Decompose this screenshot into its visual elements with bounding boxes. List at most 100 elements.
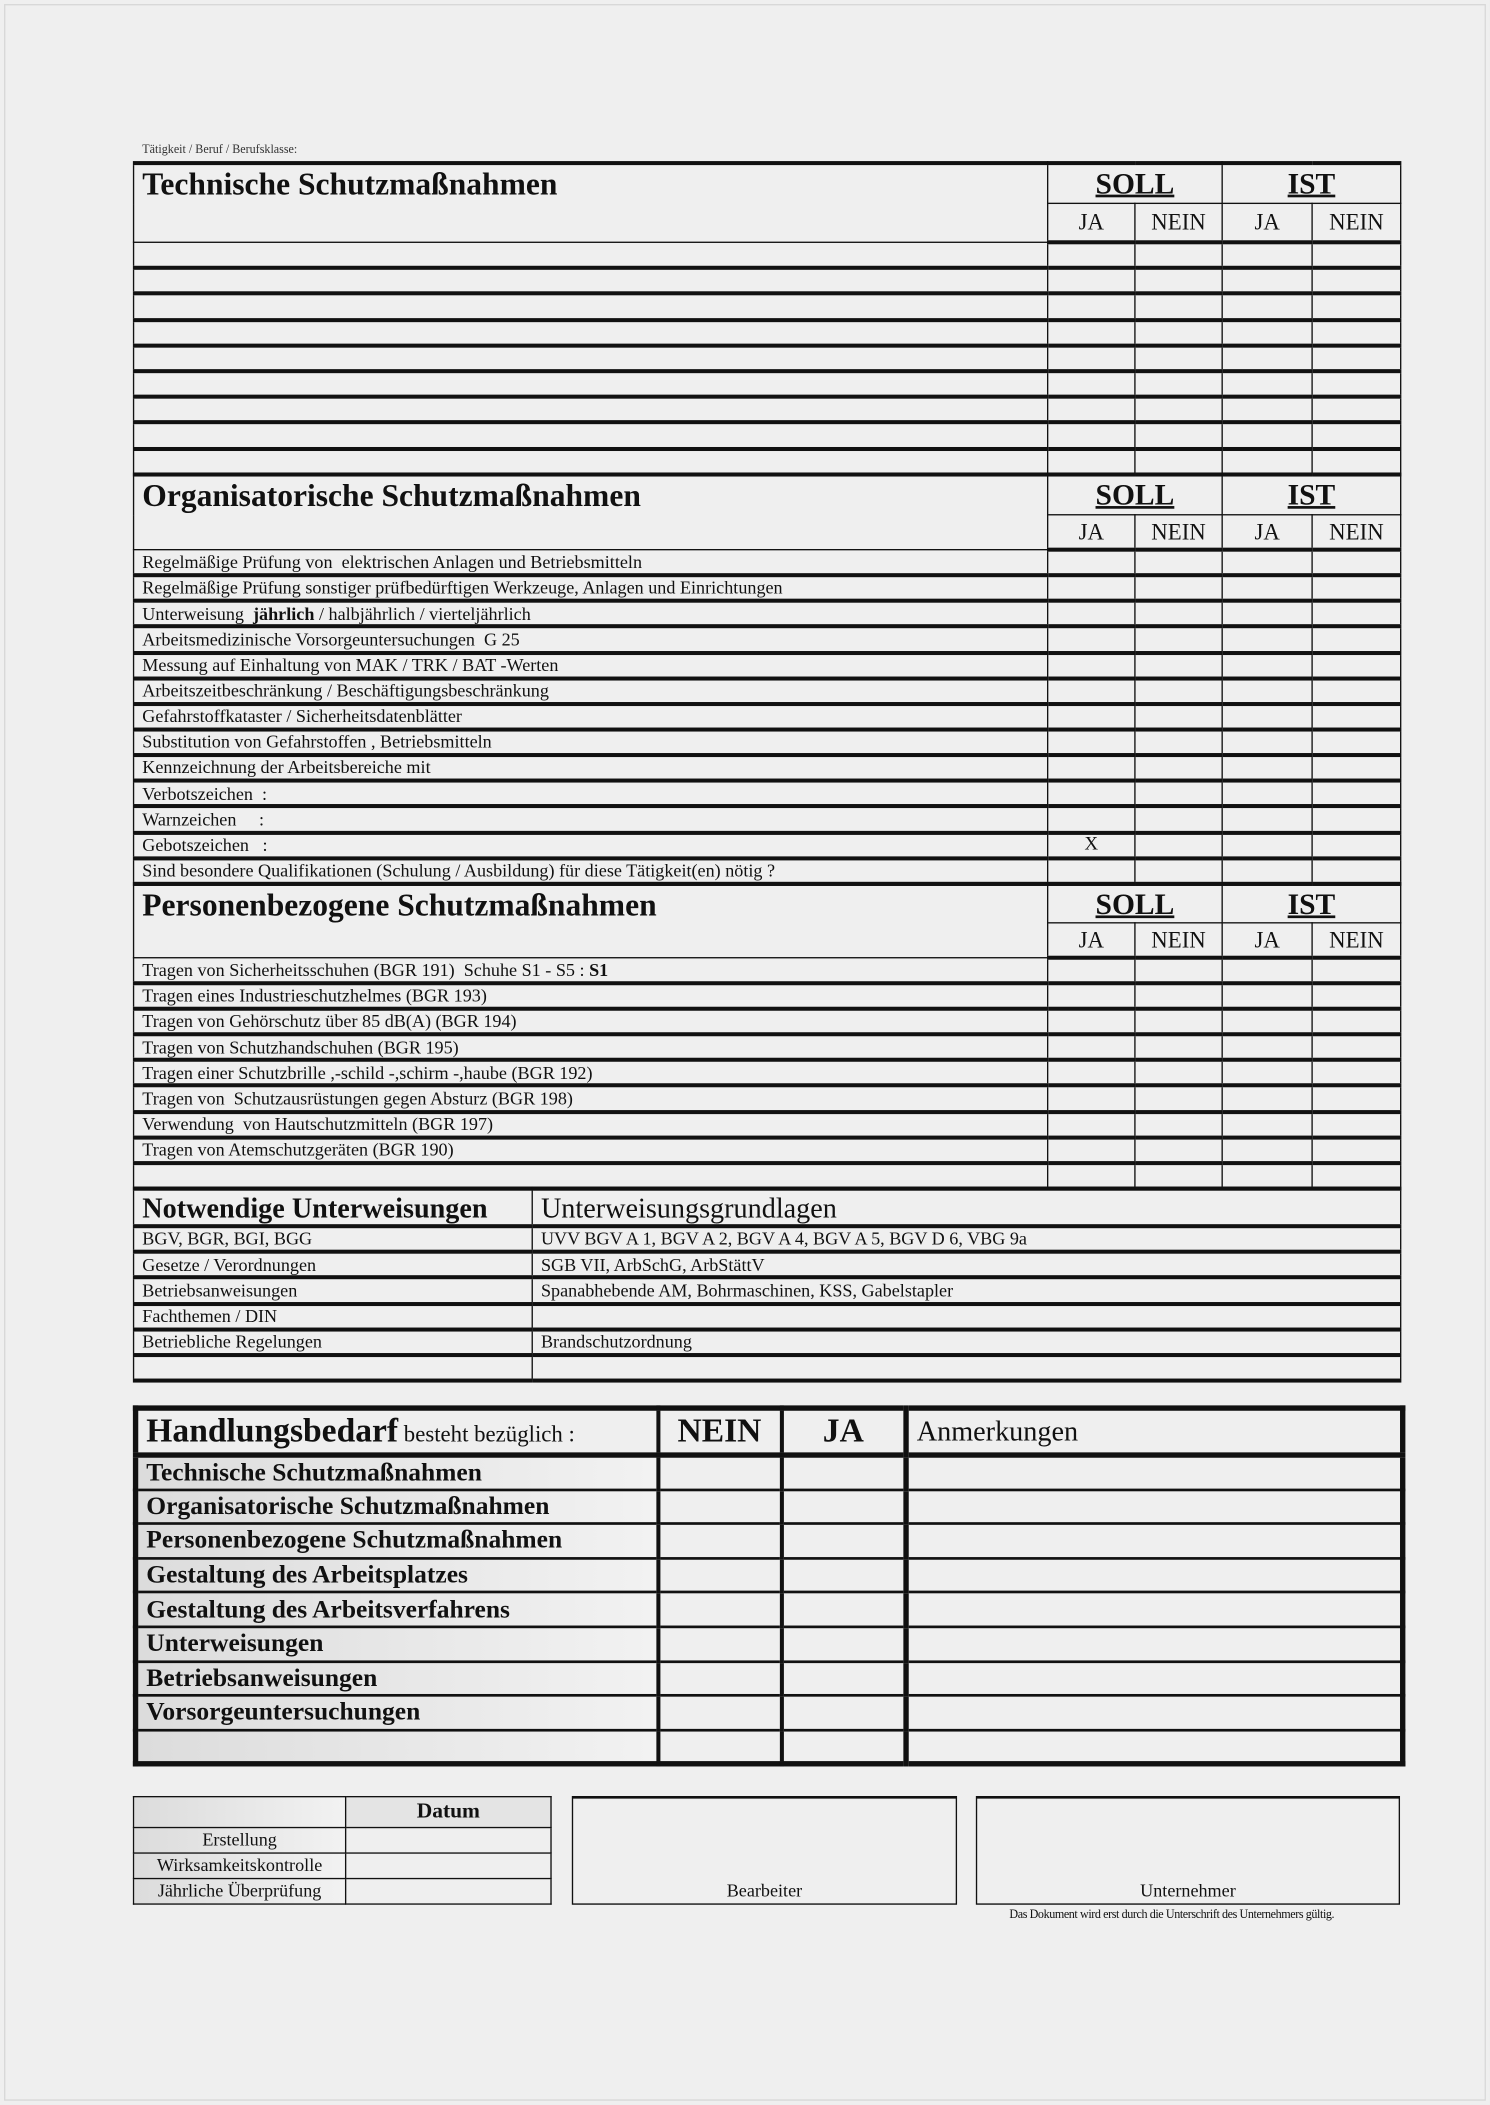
nein-checkbox[interactable] [655,1591,783,1629]
date-field[interactable] [344,1826,552,1854]
instruction-basis[interactable] [531,1354,1402,1383]
ist-ja-checkbox[interactable] [1221,857,1313,886]
ist-ja-checkbox[interactable] [1221,805,1313,835]
ist-ja-checkbox[interactable] [1221,780,1313,809]
ist-ja-checkbox[interactable] [1221,1085,1313,1114]
ist-nein-checkbox[interactable] [1311,574,1402,604]
soll-ja-checkbox[interactable] [1046,1110,1136,1140]
soll-nein-checkbox[interactable] [1134,1136,1223,1165]
measure-field[interactable] [132,318,1049,348]
company-signature-box[interactable]: Unternehmer [975,1795,1401,1905]
ist-nein-checkbox[interactable] [1311,1136,1402,1165]
soll-nein-checkbox[interactable] [1134,241,1223,271]
ja-checkbox[interactable] [779,1591,908,1629]
soll-nein-checkbox[interactable] [1134,574,1223,604]
ist-ja-checkbox[interactable] [1221,574,1313,604]
soll-nein-checkbox[interactable] [1134,370,1223,399]
ist-nein-checkbox[interactable] [1311,754,1402,783]
ja-checkbox[interactable] [779,1728,908,1766]
remarks-field[interactable] [903,1522,1405,1560]
soll-nein-checkbox[interactable] [1134,344,1223,374]
soll-nein-checkbox[interactable] [1134,1085,1223,1114]
soll-nein-checkbox[interactable] [1134,857,1223,886]
measure-field[interactable] [132,396,1049,425]
ist-nein-checkbox[interactable] [1311,728,1402,758]
ist-ja-checkbox[interactable] [1221,293,1313,322]
soll-nein-checkbox[interactable] [1134,318,1223,348]
ja-checkbox[interactable] [779,1659,908,1697]
soll-nein-checkbox[interactable] [1134,831,1223,861]
soll-nein-checkbox[interactable] [1134,626,1223,655]
ist-ja-checkbox[interactable] [1221,1033,1313,1063]
soll-ja-checkbox[interactable] [1046,626,1136,655]
ist-nein-checkbox[interactable] [1311,626,1402,655]
ist-ja-checkbox[interactable] [1221,677,1313,706]
ist-nein-checkbox[interactable] [1311,447,1402,477]
ist-ja-checkbox[interactable] [1221,728,1313,758]
instruction-basis[interactable]: UVV BGV A 1, BGV A 2, BGV A 4, BGV A 5, … [531,1225,1402,1254]
soll-nein-checkbox[interactable] [1134,728,1223,758]
ist-nein-checkbox[interactable] [1311,651,1402,681]
editor-signature-box[interactable]: Bearbeiter [571,1795,958,1905]
ist-nein-checkbox[interactable] [1311,703,1402,732]
soll-nein-checkbox[interactable] [1134,805,1223,835]
ist-ja-checkbox[interactable] [1221,651,1313,681]
measure-field[interactable] [132,370,1049,399]
instruction-basis[interactable]: SGB VII, ArbSchG, ArbStättV [531,1251,1402,1280]
soll-nein-checkbox[interactable] [1134,267,1223,296]
ist-nein-checkbox[interactable] [1311,293,1402,322]
ist-nein-checkbox[interactable] [1311,982,1402,1012]
ist-nein-checkbox[interactable] [1311,548,1402,578]
nein-checkbox[interactable] [655,1453,783,1491]
ist-ja-checkbox[interactable] [1221,703,1313,732]
ist-ja-checkbox[interactable] [1221,982,1313,1012]
ist-nein-checkbox[interactable] [1311,1008,1402,1037]
soll-nein-checkbox[interactable] [1134,780,1223,809]
ja-checkbox[interactable] [779,1694,908,1732]
instruction-basis[interactable] [531,1302,1402,1332]
ist-ja-checkbox[interactable] [1221,344,1313,374]
ist-ja-checkbox[interactable] [1221,318,1313,348]
ist-ja-checkbox[interactable] [1221,754,1313,783]
ist-nein-checkbox[interactable] [1311,957,1402,986]
date-field[interactable] [344,1877,552,1905]
ist-nein-checkbox[interactable] [1311,318,1402,348]
soll-ja-checkbox[interactable] [1046,396,1136,425]
nein-checkbox[interactable] [655,1694,783,1732]
soll-ja-checkbox[interactable] [1046,1085,1136,1114]
remarks-field[interactable] [903,1625,1405,1663]
measure-field[interactable] [132,344,1049,374]
soll-ja-checkbox[interactable] [1046,1059,1136,1088]
ist-ja-checkbox[interactable] [1221,1110,1313,1140]
ist-nein-checkbox[interactable] [1311,1110,1402,1140]
soll-nein-checkbox[interactable] [1134,957,1223,986]
ist-nein-checkbox[interactable] [1311,267,1402,296]
soll-nein-checkbox[interactable] [1134,677,1223,706]
ist-ja-checkbox[interactable] [1221,241,1313,271]
nein-checkbox[interactable] [655,1728,783,1766]
ist-nein-checkbox[interactable] [1311,600,1402,629]
soll-ja-checkbox[interactable] [1046,754,1136,783]
ja-checkbox[interactable] [779,1522,908,1560]
soll-ja-checkbox[interactable] [1046,447,1136,477]
ist-nein-checkbox[interactable] [1311,857,1402,886]
nein-checkbox[interactable] [655,1488,783,1526]
ist-ja-checkbox[interactable] [1221,421,1313,451]
nein-checkbox[interactable] [655,1556,783,1594]
soll-nein-checkbox[interactable] [1134,1033,1223,1063]
soll-ja-checkbox[interactable] [1046,267,1136,296]
soll-ja-checkbox[interactable] [1046,857,1136,886]
nein-checkbox[interactable] [655,1659,783,1697]
ist-nein-checkbox[interactable] [1311,1162,1402,1191]
remarks-field[interactable] [903,1659,1405,1697]
soll-nein-checkbox[interactable] [1134,600,1223,629]
soll-nein-checkbox[interactable] [1134,1008,1223,1037]
ist-nein-checkbox[interactable] [1311,344,1402,374]
soll-ja-checkbox[interactable] [1046,600,1136,629]
soll-ja-checkbox[interactable] [1046,728,1136,758]
ist-nein-checkbox[interactable] [1311,831,1402,861]
remarks-field[interactable] [903,1728,1405,1766]
ist-nein-checkbox[interactable] [1311,805,1402,835]
soll-ja-checkbox[interactable] [1046,677,1136,706]
soll-ja-checkbox[interactable] [1046,703,1136,732]
